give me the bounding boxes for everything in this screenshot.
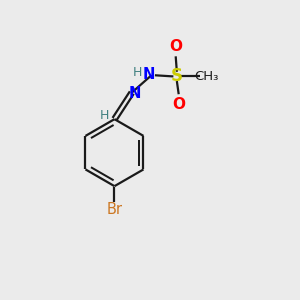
Text: H: H bbox=[100, 109, 110, 122]
Text: N: N bbox=[143, 67, 155, 82]
Text: N: N bbox=[128, 86, 141, 101]
Text: CH₃: CH₃ bbox=[194, 70, 218, 83]
Text: O: O bbox=[172, 97, 185, 112]
Text: O: O bbox=[169, 39, 182, 54]
Text: S: S bbox=[171, 68, 183, 85]
Text: Br: Br bbox=[106, 202, 122, 217]
Text: H: H bbox=[132, 67, 142, 80]
